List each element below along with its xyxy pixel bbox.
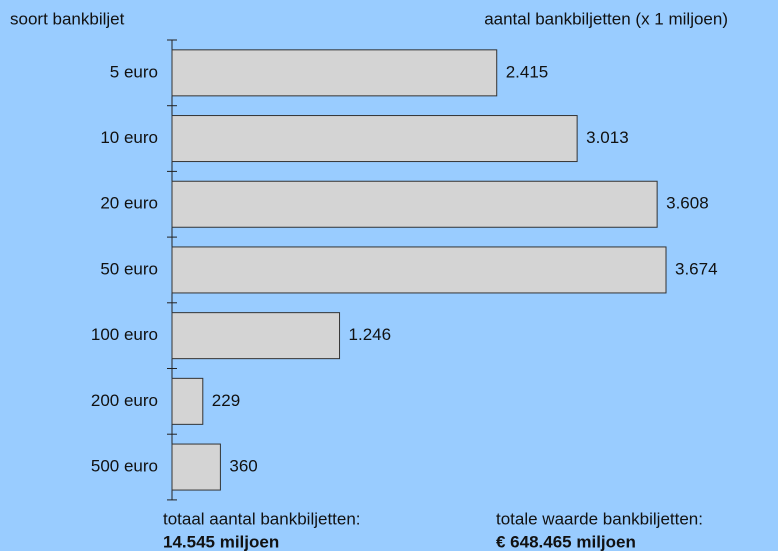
bar [171,246,667,294]
bar [171,443,221,491]
annotation: € 648.465 miljoen [496,532,636,551]
y-tick-label: 50 euro [100,259,158,278]
bar [171,180,658,228]
y-tick-label: 5 euro [110,62,158,81]
data-label: 360 [229,457,257,476]
data-label: 3.608 [666,194,709,213]
y-axis-label: soort bankbiljet [10,9,125,28]
y-tick-label: 500 euro [91,457,158,476]
x-axis-label: aantal bankbiljetten (x 1 miljoen) [484,9,728,28]
data-label: 3.674 [675,259,718,278]
annotation: totaal aantal bankbiljetten: [163,509,361,528]
annotation: 14.545 miljoen [163,532,279,551]
y-tick-label: 10 euro [100,128,158,147]
bar [171,115,578,163]
data-label: 1.246 [349,325,392,344]
bar [171,49,498,97]
data-label: 229 [212,391,240,410]
y-tick-label: 20 euro [100,194,158,213]
y-tick-label: 100 euro [91,325,158,344]
bar [171,377,204,425]
y-tick-label: 200 euro [91,391,158,410]
annotation: totale waarde bankbiljetten: [496,509,703,528]
data-label: 2.415 [506,62,549,81]
data-label: 3.013 [586,128,629,147]
bar [171,312,341,360]
